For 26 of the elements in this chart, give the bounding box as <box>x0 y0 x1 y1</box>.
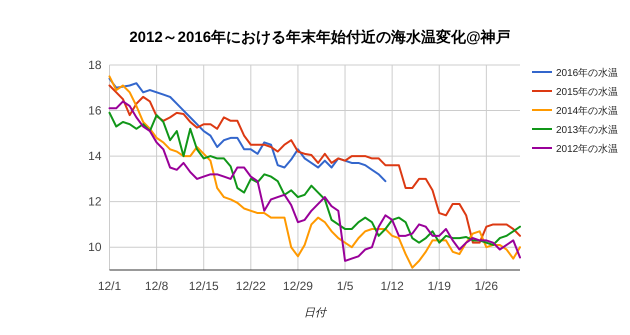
line-series <box>108 75 521 269</box>
y-tick-label: 18 <box>88 58 102 72</box>
x-tick-label: 12/15 <box>188 279 220 293</box>
x-tick-label: 12/1 <box>98 279 122 293</box>
line-series <box>108 84 521 244</box>
y-tick-label: 12 <box>88 194 102 209</box>
x-tick-label: 1/26 <box>474 279 498 293</box>
y-tick-label: 14 <box>88 149 102 164</box>
legend-label: 2014年の水温 <box>556 105 618 117</box>
legend-label: 2016年の水温 <box>556 67 618 79</box>
y-tick-label: 16 <box>88 104 102 118</box>
x-tick-label: 12/29 <box>282 279 314 293</box>
legend-label: 2013年の水温 <box>556 124 618 136</box>
x-tick-label: 12/8 <box>144 279 169 293</box>
y-tick-label: 10 <box>88 240 102 254</box>
x-tick-label: 1/5 <box>336 279 354 293</box>
legend-label: 2012年の水温 <box>556 143 618 155</box>
legend-label: 2015年の水温 <box>556 86 618 98</box>
x-tick-label: 12/22 <box>236 279 266 293</box>
x-axis-title: 日付 <box>304 307 328 319</box>
line-series <box>108 78 386 182</box>
x-tick-label: 1/19 <box>428 279 452 293</box>
line-series <box>108 112 521 246</box>
line-series <box>108 100 521 262</box>
x-tick-label: 1/12 <box>380 279 404 293</box>
chart-title: 2012～2016年における年末年始付近の海水温変化@神戸 <box>129 28 511 46</box>
